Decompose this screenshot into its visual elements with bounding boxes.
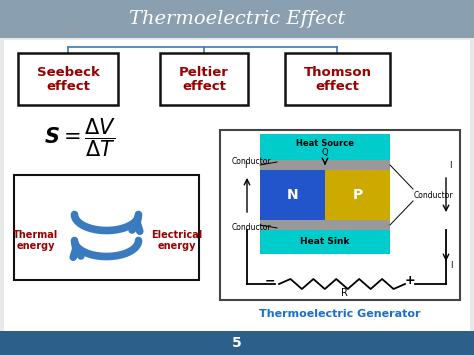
Text: I: I — [244, 162, 246, 170]
Text: Conductor: Conductor — [232, 158, 272, 166]
Bar — [220, 130, 460, 300]
Text: Heat Source: Heat Source — [296, 138, 354, 147]
Bar — [260, 160, 390, 170]
Bar — [260, 220, 390, 230]
Bar — [285, 53, 390, 105]
Bar — [4, 40, 470, 333]
Text: −: − — [265, 274, 275, 288]
Text: effect: effect — [182, 80, 226, 93]
Bar — [18, 53, 118, 105]
Bar — [0, 0, 474, 38]
Text: Peltier: Peltier — [179, 66, 229, 78]
Bar — [260, 170, 325, 220]
Text: I: I — [450, 262, 452, 271]
Bar — [325, 170, 390, 220]
Bar — [260, 230, 390, 254]
Text: effect: effect — [46, 80, 90, 93]
Text: P: P — [352, 188, 363, 202]
Text: Thermal
energy: Thermal energy — [13, 230, 59, 251]
Text: Q: Q — [322, 147, 328, 157]
Text: N: N — [287, 188, 298, 202]
Text: Thomson: Thomson — [303, 66, 372, 78]
Bar — [260, 134, 390, 160]
Text: Thermoelectric Effect: Thermoelectric Effect — [129, 10, 345, 28]
Text: Conductor: Conductor — [414, 191, 454, 200]
Text: effect: effect — [316, 80, 359, 93]
Text: Seebeck: Seebeck — [36, 66, 100, 78]
Text: Conductor: Conductor — [232, 224, 272, 233]
Bar — [0, 331, 474, 355]
Text: +: + — [405, 274, 415, 288]
Text: Electrical
energy: Electrical energy — [151, 230, 202, 251]
Bar — [160, 53, 248, 105]
Text: Thermoelectric Generator: Thermoelectric Generator — [259, 309, 421, 319]
Text: Heat Sink: Heat Sink — [300, 237, 350, 246]
Text: $\boldsymbol{S} = \dfrac{\Delta V}{\Delta T}$: $\boldsymbol{S} = \dfrac{\Delta V}{\Delt… — [44, 117, 116, 159]
Text: 5: 5 — [232, 336, 242, 350]
Text: I: I — [449, 162, 451, 170]
Text: R: R — [340, 288, 347, 298]
Bar — [14, 175, 199, 280]
